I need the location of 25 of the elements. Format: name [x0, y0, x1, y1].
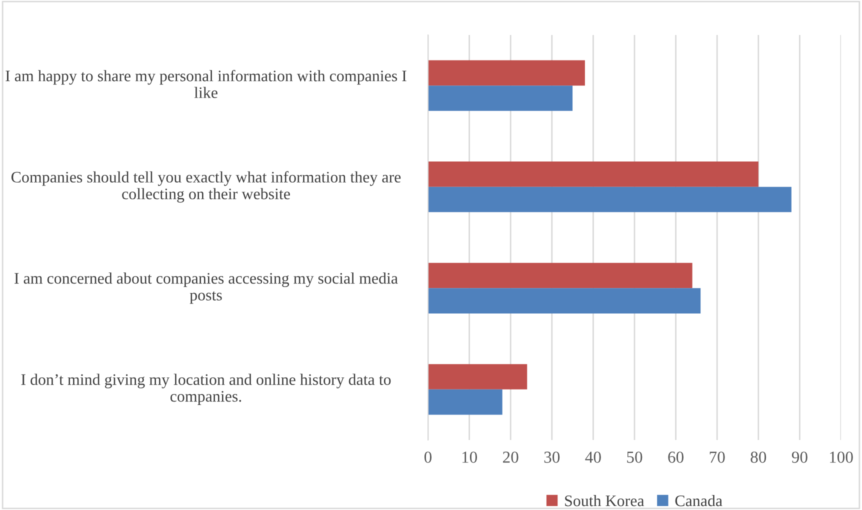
x-tick-label: 10 [462, 452, 477, 463]
bar [428, 186, 792, 212]
bar [428, 86, 573, 111]
x-tick-label: 70 [710, 452, 725, 463]
x-tick-label: 80 [750, 452, 766, 463]
x-tick-label: 20 [503, 452, 518, 463]
y-tick-label: I am happy to share my personal information with companies I like [6, 70, 406, 98]
x-tick-label: 50 [627, 452, 642, 463]
x-tick-label: 30 [544, 452, 560, 463]
x-tick-label: 40 [585, 452, 601, 463]
bar [428, 389, 502, 415]
y-tick-label: Companies should tell you exactly what information they are collecting on their website [11, 171, 401, 203]
y-tick-label: I don’t mind giving my location and online history data to companies. [21, 374, 391, 405]
bar [428, 162, 758, 187]
x-tick-label: 90 [792, 452, 808, 463]
y-tick-label: I am concerned about companies accessing my social media posts [14, 272, 398, 304]
bar [428, 288, 701, 314]
legend-label: Canada [675, 494, 722, 506]
bar [428, 364, 528, 390]
legend-label: South Korea [565, 494, 644, 506]
x-tick-label: 100 [830, 452, 853, 463]
x-tick-label: 60 [668, 452, 684, 463]
x-tick-label: 0 [424, 452, 432, 463]
bar [428, 60, 585, 86]
bar [428, 262, 692, 288]
